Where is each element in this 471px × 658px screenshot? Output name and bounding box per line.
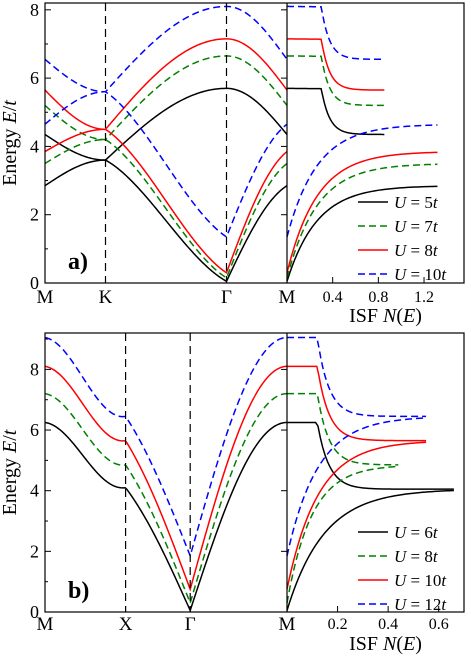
band-upper-2 — [44, 38, 288, 131]
isf-tick-label: 0.6 — [429, 616, 449, 633]
band-1 — [44, 392, 288, 606]
isf-low-3 — [286, 417, 427, 557]
isf-tick-label: 0.4 — [378, 616, 398, 633]
band-3 — [44, 336, 288, 559]
plot-frame — [44, 332, 465, 613]
k-tick-label: M — [279, 614, 296, 635]
band-upper-1 — [44, 55, 288, 141]
isf-tick-label: 0.8 — [368, 289, 388, 306]
k-tick-label: M — [37, 287, 54, 308]
y-tick-label: 0 — [30, 602, 39, 622]
band-lower-0 — [44, 159, 288, 283]
k-tick-label: Γ — [221, 287, 232, 308]
band-upper-0 — [44, 87, 288, 161]
y-tick-label: 4 — [30, 481, 39, 501]
y-tick-label: 2 — [30, 541, 39, 561]
isf-low-0 — [286, 489, 454, 611]
isf-high-2 — [286, 38, 385, 91]
isf-low-2 — [286, 151, 438, 273]
k-tick-label: M — [37, 614, 54, 635]
band-lower-2 — [44, 128, 288, 274]
band-upper-3 — [44, 5, 288, 93]
isf-high-1 — [286, 55, 385, 107]
y-tick-label: 6 — [30, 420, 39, 440]
isf-high-1 — [287, 392, 399, 466]
isf-high-0 — [286, 87, 385, 136]
y-tick-label: 4 — [30, 136, 39, 156]
isf-low-2 — [286, 441, 427, 590]
isf-low-1 — [286, 163, 438, 279]
y-axis-label: Energy E/t — [0, 429, 21, 515]
isf-low-0 — [286, 185, 438, 282]
isf-axis-label: ISF N(E) — [349, 305, 422, 327]
y-tick-label: 0 — [30, 273, 39, 293]
y-tick-label: 8 — [30, 0, 39, 20]
legend-label: U = 7t — [394, 217, 439, 236]
legend-label: U = 10t — [394, 265, 447, 284]
band-2 — [44, 365, 288, 592]
isf-high-2 — [287, 365, 427, 442]
legend-label: U = 12t — [394, 595, 447, 614]
isf-low-3 — [286, 124, 438, 238]
legend-label: U = 8t — [394, 547, 439, 566]
isf-high-3 — [287, 336, 427, 418]
plot-frame — [44, 2, 465, 284]
isf-tick-label: 0.2 — [328, 616, 348, 633]
legend-label: U = 8t — [394, 241, 439, 260]
k-tick-label: Γ — [185, 614, 196, 635]
panel-label: a) — [68, 249, 88, 275]
isf-high-0 — [287, 421, 454, 490]
isf-high-3 — [286, 5, 385, 61]
k-tick-label: M — [279, 287, 296, 308]
band-lower-3 — [44, 91, 288, 239]
legend-label: U = 5t — [394, 193, 439, 212]
k-tick-label: X — [119, 614, 133, 635]
legend-label: U = 6t — [394, 523, 439, 542]
band-lower-1 — [44, 138, 288, 280]
band-0 — [44, 421, 288, 613]
y-axis-label: Energy E/t — [0, 100, 21, 186]
isf-tick-label: 1.2 — [414, 289, 434, 306]
y-tick-label: 2 — [30, 205, 39, 225]
y-tick-label: 8 — [30, 359, 39, 379]
isf-axis-label: ISF N(E) — [349, 633, 422, 655]
y-tick-label: 6 — [30, 68, 39, 88]
legend-label: U = 10t — [394, 571, 447, 590]
isf-tick-label: 0.4 — [323, 289, 343, 306]
panel-label: b) — [68, 578, 89, 604]
isf-low-1 — [286, 465, 399, 604]
k-tick-label: K — [99, 287, 113, 308]
